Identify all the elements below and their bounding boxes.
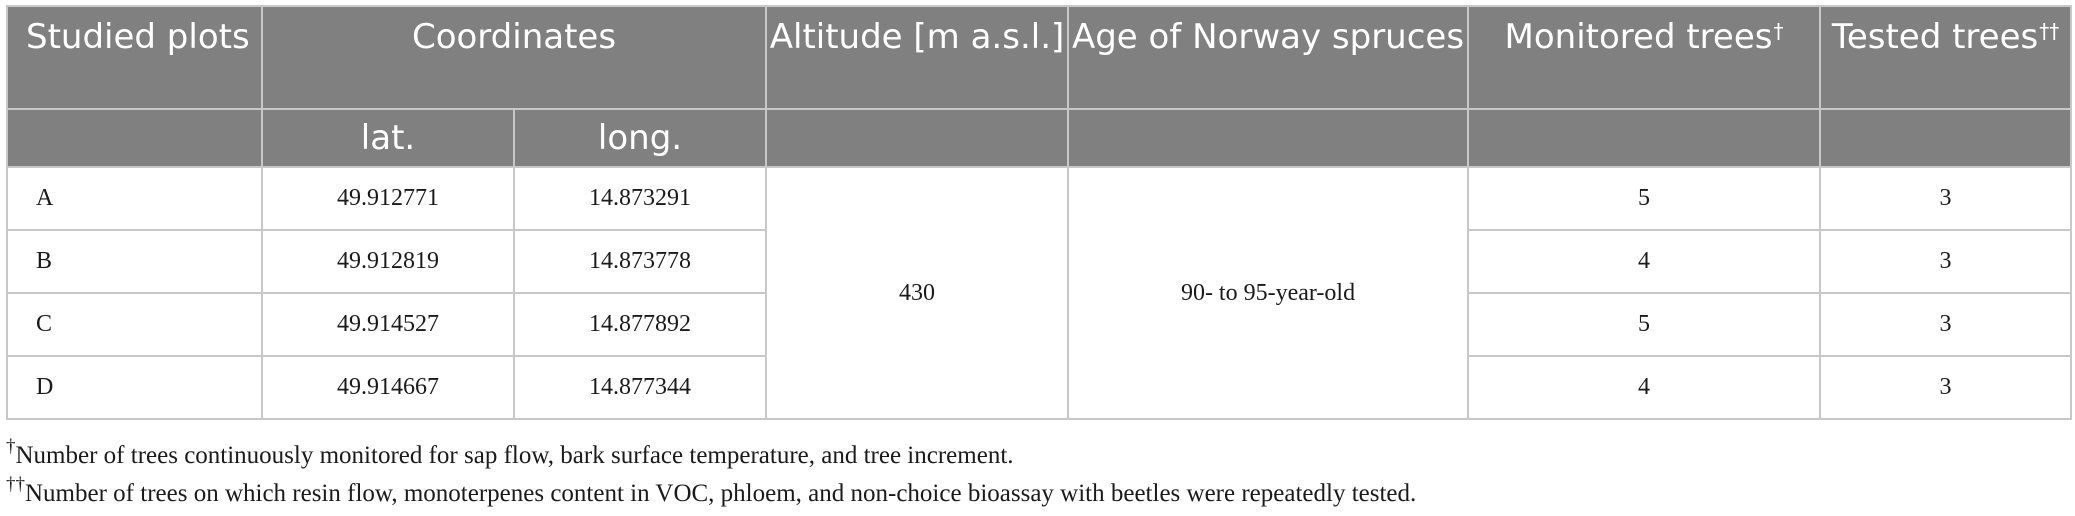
header-studied-plots: Studied plots xyxy=(6,5,263,110)
cell-tested: 3 xyxy=(1819,229,2073,294)
footnote-text: Number of trees on which resin flow, mon… xyxy=(25,480,1417,507)
subheader-row: lat. long. xyxy=(6,108,2073,168)
footnote-double-dagger: ††Number of trees on which resin flow, m… xyxy=(6,474,1417,508)
subheader-lat: lat. xyxy=(261,108,515,168)
cell-lat: 49.914667 xyxy=(261,355,515,420)
cell-long: 14.873778 xyxy=(512,229,768,294)
subheader-long: long. xyxy=(512,108,768,168)
cell-lat: 49.914527 xyxy=(261,292,515,357)
cell-lat: 49.912771 xyxy=(261,166,515,231)
cell-long: 14.873291 xyxy=(512,166,768,231)
cell-age: 90- to 95-year-old xyxy=(1067,166,1470,420)
table-row: D 49.914667 14.877344 4 3 xyxy=(6,355,2073,420)
header-age: Age of Norway spruces xyxy=(1067,5,1470,110)
cell-long: 14.877892 xyxy=(512,292,768,357)
subheader-empty xyxy=(6,108,263,168)
cell-tested: 3 xyxy=(1819,355,2073,420)
footnote-dagger: †Number of trees continuously monitored … xyxy=(6,436,1014,470)
header-monitored-trees: Monitored trees† xyxy=(1467,5,1822,110)
cell-monitored: 5 xyxy=(1467,292,1822,357)
subheader-empty xyxy=(765,108,1070,168)
subheader-empty xyxy=(1819,108,2073,168)
cell-monitored: 4 xyxy=(1467,355,1822,420)
table-row: B 49.912819 14.873778 4 3 xyxy=(6,229,2073,294)
double-dagger-mark: †† xyxy=(2039,19,2060,43)
cell-lat: 49.912819 xyxy=(261,229,515,294)
cell-monitored: 4 xyxy=(1467,229,1822,294)
footnote-mark: † xyxy=(6,436,16,457)
header-altitude: Altitude [m a.s.l.] xyxy=(765,5,1070,110)
plots-table: Studied plots Coordinates Altitude [m a.… xyxy=(6,5,2073,420)
cell-tested: 3 xyxy=(1819,166,2073,231)
cell-plot: B xyxy=(6,229,263,294)
header-row: Studied plots Coordinates Altitude [m a.… xyxy=(6,5,2073,110)
header-coordinates: Coordinates xyxy=(260,5,768,110)
footnote-text: Number of trees continuously monitored f… xyxy=(15,442,1014,469)
cell-plot: C xyxy=(6,292,263,357)
dagger-mark: † xyxy=(1773,19,1784,43)
subheader-empty xyxy=(1067,108,1470,168)
header-tested-trees: Tested trees†† xyxy=(1819,5,2073,110)
subheader-empty xyxy=(1467,108,1822,168)
table-row: A 49.912771 14.873291 430 90- to 95-year… xyxy=(6,166,2073,420)
cell-long: 14.877344 xyxy=(512,355,768,420)
cell-monitored: 5 xyxy=(1467,166,1822,231)
cell-plot: A xyxy=(6,166,263,231)
table-row: C 49.914527 14.877892 5 3 xyxy=(6,292,2073,357)
cell-altitude: 430 xyxy=(765,166,1070,420)
cell-tested: 3 xyxy=(1819,292,2073,357)
cell-plot: D xyxy=(6,355,263,420)
footnote-mark: †† xyxy=(6,474,25,495)
